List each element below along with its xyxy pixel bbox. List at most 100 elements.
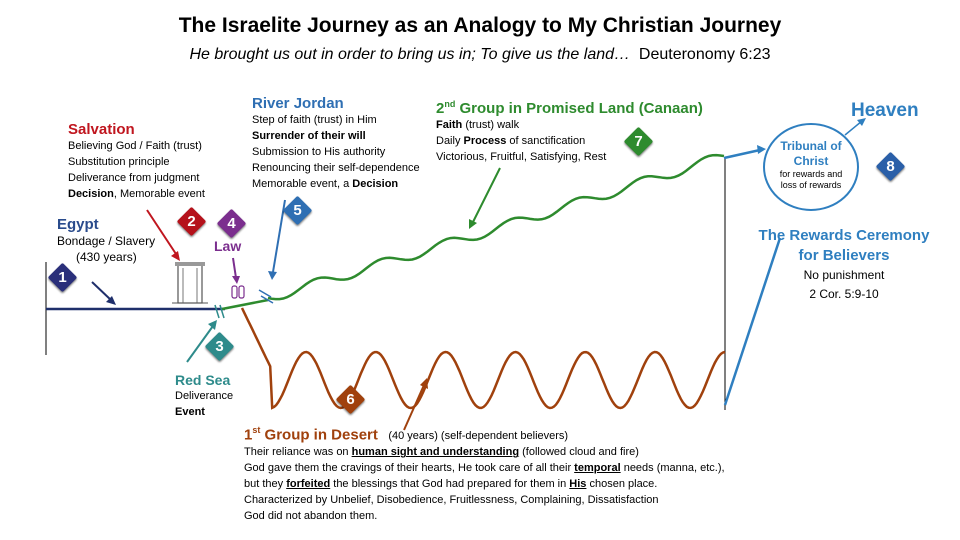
subtitle-reference: Deuteronomy 6:23	[638, 46, 771, 63]
salvation-heading: Salvation	[68, 121, 135, 138]
group2-heading: 2nd Group in Promised Land (Canaan)	[436, 99, 703, 117]
desert-arrow	[403, 384, 425, 431]
group1-line: God gave them the cravings of their hear…	[244, 460, 725, 476]
group1-line: Their reliance was on human sight and un…	[244, 444, 725, 460]
group1-text: needs (manna, etc.),	[620, 462, 725, 475]
group1-text: the blessings that God had prepared for …	[330, 478, 570, 491]
jordan-line: Renouncing their self-dependence	[252, 162, 420, 174]
heaven-arrow	[844, 120, 863, 136]
badge-number: 8	[886, 158, 895, 175]
salvation-decision: Decision	[68, 188, 114, 200]
badge-number: 4	[227, 215, 236, 232]
group2-sanctification: of sanctification	[506, 135, 586, 147]
group1-text: God gave them the cravings of their hear…	[244, 462, 575, 475]
group2-faith: Faith	[436, 119, 463, 131]
jordan-line: Step of faith (trust) in Him	[252, 114, 377, 126]
rewards-heading: for Believers	[798, 247, 890, 264]
group1-note: (40 years) (self-dependent believers)	[388, 430, 569, 443]
rewards-line	[723, 237, 782, 406]
law-arrow	[232, 257, 237, 279]
jordan-decision: Decision	[352, 178, 399, 190]
jordan-heading: River Jordan	[252, 95, 344, 112]
redsea-mark-1	[214, 304, 220, 319]
badge-number: 5	[293, 202, 302, 219]
group1-text: (followed cloud and fire)	[519, 446, 639, 459]
redsea-arrow	[186, 325, 214, 363]
badge-number: 7	[634, 133, 643, 150]
badge-number: 6	[346, 391, 355, 408]
group1-title: Group in Desert	[260, 426, 378, 444]
badge-2: 2	[176, 206, 207, 237]
group2-daily: Daily	[436, 135, 464, 147]
egypt-line: Bondage / Slavery	[57, 234, 156, 248]
salvation-line: Deliverance from judgment	[68, 172, 200, 184]
badge-4: 4	[216, 208, 247, 239]
salvation-line: Substitution principle	[68, 156, 170, 168]
group1-text: Their reliance was on	[244, 446, 352, 459]
redsea-line: Event	[175, 406, 205, 418]
jordan-block: River Jordan Step of faith (trust) in Hi…	[252, 95, 420, 192]
group2-walk: (trust) walk	[462, 119, 520, 131]
group1-text: chosen place.	[586, 478, 658, 491]
jordan-line: Memorable event, a Decision	[252, 176, 420, 192]
redsea-line: Deliverance	[175, 390, 234, 402]
rewards-block: The Rewards Ceremony for Believers No pu…	[745, 226, 943, 304]
group2-num: 2	[436, 100, 445, 117]
group1-line: but they forfeited the blessings that Go…	[244, 476, 725, 492]
doorway-icon	[172, 262, 208, 304]
badge-5: 5	[282, 195, 313, 226]
badge-number: 1	[58, 269, 67, 286]
subtitle-quote: He brought us out in order to bring us i…	[189, 46, 631, 63]
egypt-arrowhead	[106, 296, 116, 305]
group1-emphasis: His	[569, 478, 587, 491]
group1-emphasis: temporal	[574, 462, 621, 475]
rewards-heading: The Rewards Ceremony	[758, 227, 930, 244]
egypt-heading: Egypt	[57, 216, 99, 233]
group2-title: Group in Promised Land (Canaan)	[455, 100, 703, 117]
redsea-block: Red Sea Deliverance Event	[175, 372, 233, 420]
salvation-memorable: , Memorable event	[113, 188, 205, 200]
group2-sup: nd	[444, 99, 456, 109]
group2-line: Victorious, Fruitful, Satisfying, Rest	[436, 151, 607, 163]
group1-emphasis: human sight and understanding	[351, 446, 520, 459]
jordan-mark-2	[260, 295, 274, 304]
tribunal-arrowhead	[757, 145, 766, 154]
page-subtitle: He brought us out in order to bring us i…	[0, 46, 960, 64]
egypt-arrow	[91, 281, 113, 302]
tribunal-line: for rewards and	[779, 169, 843, 179]
rewards-line: 2 Cor. 5:9-10	[809, 287, 879, 301]
jordan-line: Submission to His authority	[252, 146, 386, 158]
tribunal-line	[723, 148, 761, 160]
canaan-arrow	[472, 167, 501, 223]
tribunal-line: loss of rewards	[780, 180, 842, 190]
salvation-arrowhead	[171, 251, 180, 261]
group1-sup: st	[252, 425, 261, 435]
badge-1: 1	[47, 262, 78, 293]
jordan-line: Surrender of their will	[252, 130, 366, 142]
salvation-line: Believing God / Faith (trust)	[68, 140, 202, 152]
badge-8: 8	[875, 151, 906, 182]
group2-line: Daily Process of sanctification	[436, 133, 703, 149]
heaven-label: Heaven	[851, 100, 919, 121]
tribunal-circle	[763, 123, 859, 211]
canaan-path	[267, 153, 725, 301]
salvation-arrow	[146, 209, 177, 255]
group1-block: 1st Group in Desert (40 years) (self-dep…	[244, 425, 725, 524]
jordan-arrowhead	[268, 271, 277, 280]
badge-6: 6	[335, 384, 366, 415]
law-label: Law	[214, 238, 242, 254]
salvation-block: Salvation Believing God / Faith (trust) …	[68, 121, 205, 202]
group2-process: Process	[463, 135, 507, 147]
page-title: The Israelite Journey as an Analogy to M…	[178, 14, 782, 37]
group1-line: God did not abandon them.	[244, 510, 378, 523]
group1-text: but they	[244, 478, 287, 491]
canaan-arrowhead	[469, 219, 477, 229]
group1-num: 1	[244, 426, 253, 444]
jordan-memorable: Memorable event, a	[252, 178, 353, 190]
tribunal-line: Tribunal of	[780, 139, 842, 153]
tribunal-line: Christ	[793, 154, 829, 168]
group2-block: 2nd Group in Promised Land (Canaan) Fait…	[436, 99, 703, 165]
egypt-block: Egypt Bondage / Slavery (430 years)	[57, 216, 155, 265]
tribunal-block: Tribunal of Christ for rewards and loss …	[764, 139, 858, 191]
